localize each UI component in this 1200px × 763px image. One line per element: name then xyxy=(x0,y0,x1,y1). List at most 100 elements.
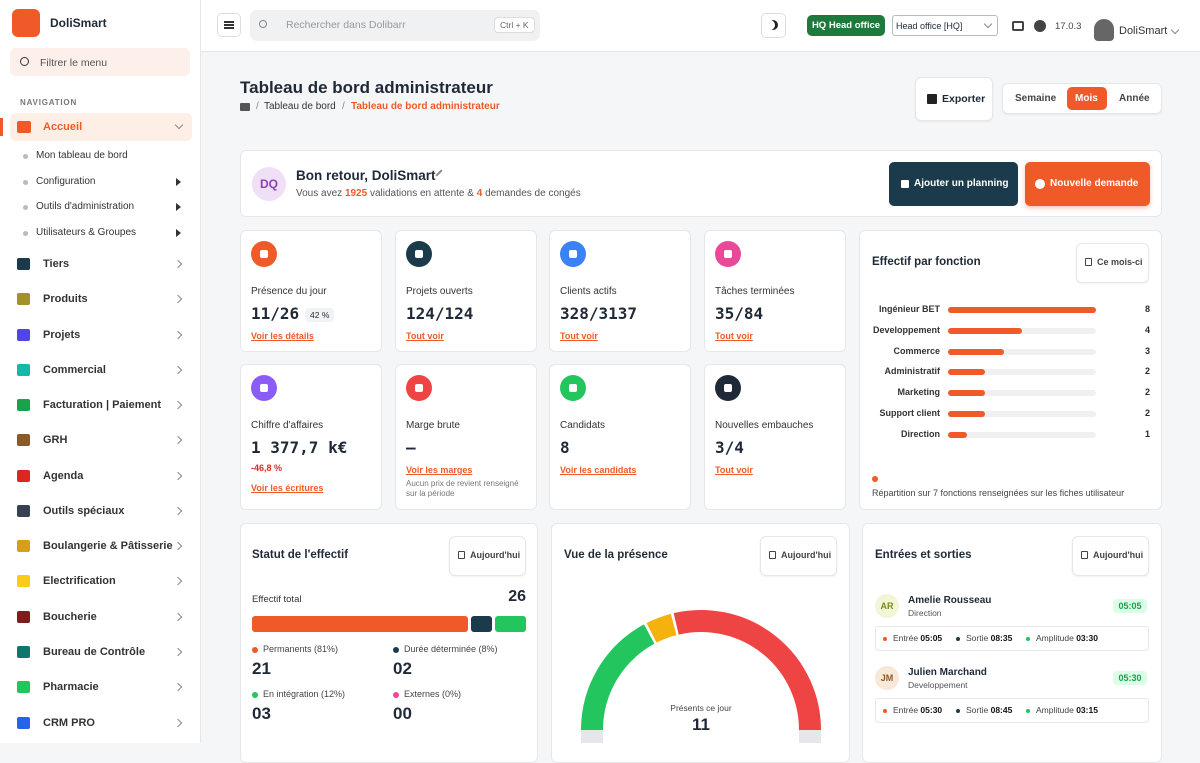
stat-link[interactable]: Tout voir xyxy=(406,331,444,341)
submenu-item[interactable]: Mon tableau de bord xyxy=(36,150,128,161)
menu-icon xyxy=(17,293,30,306)
breadcrumb[interactable]: Tableau de bord xyxy=(264,101,336,112)
button-label[interactable]: Ce mois-ci xyxy=(1097,257,1143,267)
gauge-segment xyxy=(673,610,821,731)
print-icon[interactable] xyxy=(1012,21,1024,31)
menu-item[interactable]: Pharmacie xyxy=(43,681,99,694)
stat-link[interactable]: Tout voir xyxy=(715,465,753,475)
menu-item[interactable]: Agenda xyxy=(43,469,84,482)
menu-item[interactable]: Facturation | Paiement xyxy=(43,399,161,412)
function-label: Commerce xyxy=(893,345,940,356)
menu-item[interactable]: Produits xyxy=(43,293,88,306)
theme-toggle[interactable] xyxy=(761,13,786,38)
menu-item[interactable]: Bureau de Contrôle xyxy=(43,645,146,658)
detail-dot xyxy=(1026,637,1030,641)
period-button[interactable] xyxy=(1076,243,1149,283)
menu-icon xyxy=(17,399,30,412)
search-icon xyxy=(20,57,29,66)
function-value: 2 xyxy=(1144,408,1150,418)
crumb-sep: / xyxy=(342,101,345,112)
stat-link[interactable]: Voir les marges xyxy=(406,465,473,475)
submenu-item[interactable]: Outils d'administration xyxy=(36,201,135,213)
calendar-icon xyxy=(458,551,465,559)
planning-label[interactable]: Ajouter un planning xyxy=(914,178,1009,189)
request-icon xyxy=(1035,179,1045,189)
export-button[interactable] xyxy=(915,77,993,121)
global-search[interactable] xyxy=(250,10,540,41)
stat-icon-glyph xyxy=(415,384,423,392)
user-avatar xyxy=(1094,19,1114,41)
stat-label: Marge brute xyxy=(406,420,460,431)
stat-icon-glyph xyxy=(724,250,732,258)
period-button[interactable] xyxy=(449,536,526,576)
caret xyxy=(176,177,181,186)
stat-link[interactable]: Tout voir xyxy=(560,331,598,341)
gauge-track xyxy=(580,729,821,743)
menu-item[interactable]: Projets xyxy=(43,328,81,341)
button-label[interactable]: Aujourd'hui xyxy=(470,550,521,560)
period-option[interactable]: Mois xyxy=(1075,93,1098,104)
submenu-item[interactable]: Configuration xyxy=(36,175,96,187)
home-icon xyxy=(17,121,31,133)
menu-item[interactable]: Accueil xyxy=(43,121,83,133)
planning-button[interactable] xyxy=(889,162,1018,206)
button-label[interactable]: Aujourd'hui xyxy=(781,550,832,560)
help-icon[interactable] xyxy=(1034,20,1046,32)
detail: Entrée 05:05 xyxy=(893,633,942,643)
menu-item[interactable]: Boulangerie & Pâtisserie xyxy=(43,540,173,553)
stat-link[interactable]: Voir les candidats xyxy=(560,465,637,475)
legend-value: 21 xyxy=(252,659,271,678)
stat-link[interactable]: Voir les écritures xyxy=(251,483,324,493)
period-option[interactable]: Semaine xyxy=(1015,93,1057,104)
button-label[interactable]: Aujourd'hui xyxy=(1093,550,1144,560)
stat-value: – xyxy=(406,438,416,457)
entity-badge[interactable]: HQ Head office xyxy=(807,15,885,36)
active-item[interactable] xyxy=(10,113,192,141)
stat-link[interactable]: Tout voir xyxy=(715,331,753,341)
bullet xyxy=(23,205,28,211)
period-option[interactable]: Année xyxy=(1119,93,1150,104)
detail-value: 03:30 xyxy=(1076,633,1098,643)
submenu-item[interactable]: Utilisateurs & Groupes xyxy=(36,226,137,238)
stat-link[interactable]: Voir les détails xyxy=(251,331,314,341)
welcome-message: Vous avez 1925 validations en attente & … xyxy=(296,188,581,199)
menu-item[interactable]: Electrification xyxy=(43,575,116,588)
stat-icon-glyph xyxy=(569,384,577,392)
detail-dot xyxy=(956,709,960,713)
card-title: Vue de la présence xyxy=(564,549,668,561)
detail-label: Amplitude xyxy=(1036,705,1074,715)
legend-label: Durée déterminée (8%) xyxy=(404,644,498,654)
menu-filter[interactable] xyxy=(10,48,190,76)
menu-item[interactable]: Outils spéciaux xyxy=(43,504,125,517)
stat-label: Candidats xyxy=(560,420,606,431)
entity-select[interactable]: Head office [HQ] xyxy=(892,15,998,36)
request-label[interactable]: Nouvelle demande xyxy=(1050,178,1139,189)
detail-value: 08:45 xyxy=(990,705,1013,715)
stat-value: 1 377,7 k€ xyxy=(251,438,348,457)
bar xyxy=(948,327,1022,334)
menu-item[interactable]: GRH xyxy=(43,434,68,447)
functions-note: Répartition sur 7 fonctions renseignées … xyxy=(872,488,1125,498)
menu-toggle[interactable] xyxy=(217,13,241,37)
function-label: Direction xyxy=(900,428,940,439)
bar xyxy=(948,348,1004,355)
legend-dot xyxy=(252,692,258,698)
calendar-icon xyxy=(1085,258,1092,266)
menu-item[interactable]: Boucherie xyxy=(43,610,97,623)
user-name[interactable]: DoliSmart xyxy=(1119,25,1168,37)
gauge-segment xyxy=(581,624,655,731)
menu-item[interactable]: Commercial xyxy=(43,363,106,376)
detail-label: Sortie xyxy=(966,705,989,715)
menu-item[interactable]: Tiers xyxy=(43,258,70,270)
request-button[interactable] xyxy=(1025,162,1150,206)
period-button[interactable] xyxy=(1072,536,1149,576)
menu-item[interactable]: CRM PRO xyxy=(43,716,95,729)
menu-icon xyxy=(17,575,30,588)
export-label[interactable]: Exporter xyxy=(942,93,986,105)
employee-name: Amelie Rousseau xyxy=(908,595,992,606)
bar-track xyxy=(948,390,1096,397)
period-button[interactable] xyxy=(760,536,837,576)
gauge-segment xyxy=(646,613,677,643)
function-value: 8 xyxy=(1144,304,1150,314)
